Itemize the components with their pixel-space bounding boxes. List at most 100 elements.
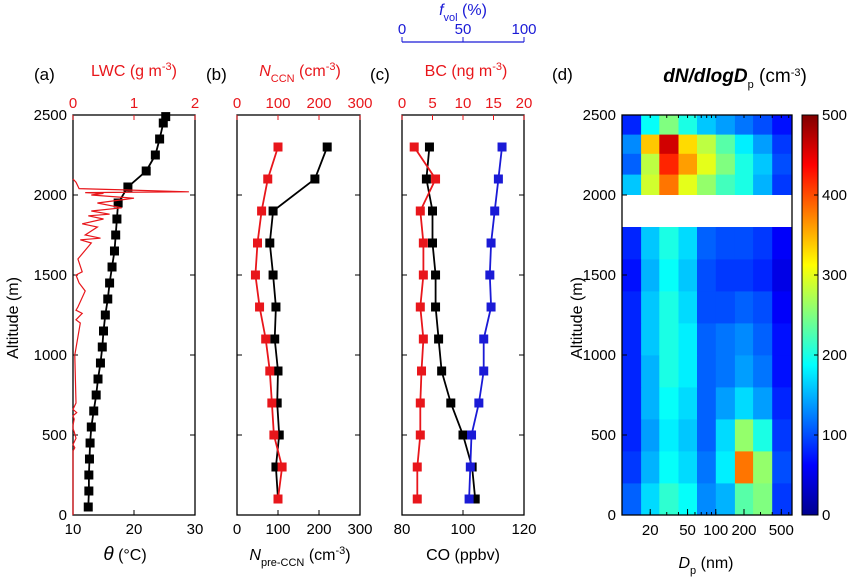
panel-c-red-marker — [418, 334, 428, 344]
heatmap-cell — [772, 355, 793, 388]
panel-c-blue-marker — [465, 462, 475, 472]
panel-a-black-marker — [161, 112, 171, 122]
panel-b-series-red-line — [254, 146, 284, 500]
panel-a-top-label-part: ) — [172, 63, 177, 80]
panel-b-black-marker — [273, 366, 283, 376]
panel-c-series-black-line — [425, 146, 477, 500]
heatmap-cell — [641, 291, 660, 324]
heatmap-cell — [622, 134, 642, 154]
panel-a-y-label: Altitude (m) — [5, 277, 22, 359]
panel-label-d: (d) — [552, 65, 573, 84]
heatmap-cell — [753, 483, 773, 516]
heatmap-cell — [697, 451, 717, 484]
heatmap-cell — [734, 259, 754, 292]
heatmap-cell — [753, 419, 773, 452]
heatmap-cell — [641, 387, 660, 420]
heatmap-cell — [659, 387, 679, 420]
heatmap-cell — [753, 323, 773, 356]
heatmap-cell — [715, 387, 736, 420]
heatmap-cell — [753, 227, 773, 260]
heatmap-cell — [622, 174, 642, 196]
panel-c-top-tick-label: 15 — [485, 95, 502, 112]
panel-c-red-marker — [415, 398, 425, 408]
heatmap-cell — [715, 355, 736, 388]
panel-c-black-marker — [424, 142, 434, 152]
panel-a-black-marker — [155, 134, 165, 144]
panel-c-top-tick-label: 10 — [455, 95, 472, 112]
heatmap-ytick-label: 2500 — [583, 107, 616, 124]
panel-c-fvol-label-part: (%) — [458, 2, 487, 19]
colorbar-tick-label: 0 — [822, 507, 830, 524]
heatmap-cell — [734, 227, 754, 260]
heatmap-x-label-part: (nm) — [696, 555, 733, 572]
heatmap-cell — [772, 174, 793, 196]
panel-a-ytick-label: 2500 — [34, 107, 67, 124]
heatmap-ytick-label: 2000 — [583, 187, 616, 204]
heatmap-cell — [697, 174, 717, 196]
panel-a-top-label-part: LWC (g m — [91, 63, 162, 80]
panel-b-top-label-part: -3 — [326, 61, 336, 73]
heatmap-cell — [734, 134, 754, 154]
panel-c-blue-marker — [479, 366, 489, 376]
panel-d-y-label: Altitude (m) — [569, 277, 586, 359]
panel-b-red-marker — [277, 462, 287, 472]
heatmap-cell — [753, 387, 773, 420]
colorbar-tick-label: 400 — [822, 187, 847, 204]
heatmap-xtick-label: 100 — [703, 522, 728, 539]
panel-b-red-marker — [273, 142, 283, 152]
panel-c-black-marker — [431, 270, 441, 280]
panel-a-black-marker — [158, 118, 168, 128]
heatmap-ytick-label: 500 — [591, 427, 616, 444]
panel-a-top-tick-label: 2 — [191, 95, 199, 112]
panel-a-bottom-label-part: θ — [103, 544, 114, 565]
panel-b-top-label-part: (cm — [295, 63, 326, 80]
heatmap-cell — [659, 323, 679, 356]
heatmap-cell — [697, 323, 717, 356]
heatmap-title-part: dN/dlogD — [663, 66, 748, 87]
panel-b-top-tick-label: 100 — [265, 95, 290, 112]
panel-b-bottom-tick-label: 200 — [306, 521, 331, 538]
heatmap-cell — [772, 323, 793, 356]
panel-a-top-tick-label: 1 — [130, 95, 138, 112]
heatmap-cell — [697, 291, 717, 324]
heatmap-cell — [697, 115, 717, 135]
heatmap-ytick-label: 0 — [608, 507, 616, 524]
heatmap-cell — [772, 259, 793, 292]
heatmap-cell — [641, 451, 660, 484]
heatmap-cell — [641, 174, 660, 196]
panel-a-bottom-label: θ (°C) — [103, 544, 146, 565]
panel-a-black-marker — [91, 390, 101, 400]
heatmap-cell — [659, 483, 679, 516]
heatmap-cell — [641, 323, 660, 356]
heatmap-cell — [715, 419, 736, 452]
heatmap-ytick-label: 1000 — [583, 347, 616, 364]
panel-b-black-marker — [271, 462, 281, 472]
panel-a-black-marker — [103, 294, 113, 304]
panel-c-black-marker — [431, 302, 441, 312]
panel-c-red-marker — [415, 430, 425, 440]
panel-a-black-marker — [150, 150, 160, 160]
panel-b-top-tick-label: 0 — [233, 95, 241, 112]
panel-a-black-marker — [111, 230, 121, 240]
heatmap-cell — [622, 483, 642, 516]
panel-b-top-label-part: N — [259, 63, 271, 80]
panel-b-bottom-label-part: (cm — [304, 547, 335, 564]
panel-c-top-label-part: ) — [502, 63, 507, 80]
panel-c-top-tick-label: 20 — [516, 95, 533, 112]
panel-c-black-marker — [437, 366, 447, 376]
panel-c-red-marker — [415, 302, 425, 312]
heatmap-cell — [715, 174, 736, 196]
panel-a-bottom-label-part: (°C) — [114, 547, 147, 564]
heatmap-cell — [678, 483, 698, 516]
heatmap-cell — [772, 227, 793, 260]
panel-b-bottom-tick-label: 100 — [265, 521, 290, 538]
heatmap-cell — [734, 323, 754, 356]
heatmap-cell — [697, 259, 717, 292]
heatmap-cell — [641, 483, 660, 516]
panel-label-c: (c) — [370, 65, 390, 84]
panel-a-black-marker — [141, 166, 151, 176]
heatmap-cell — [622, 355, 642, 388]
panel-c-top-label-part: -3 — [492, 61, 502, 73]
panel-c-top-label: BC (ng m-3) — [425, 61, 508, 80]
